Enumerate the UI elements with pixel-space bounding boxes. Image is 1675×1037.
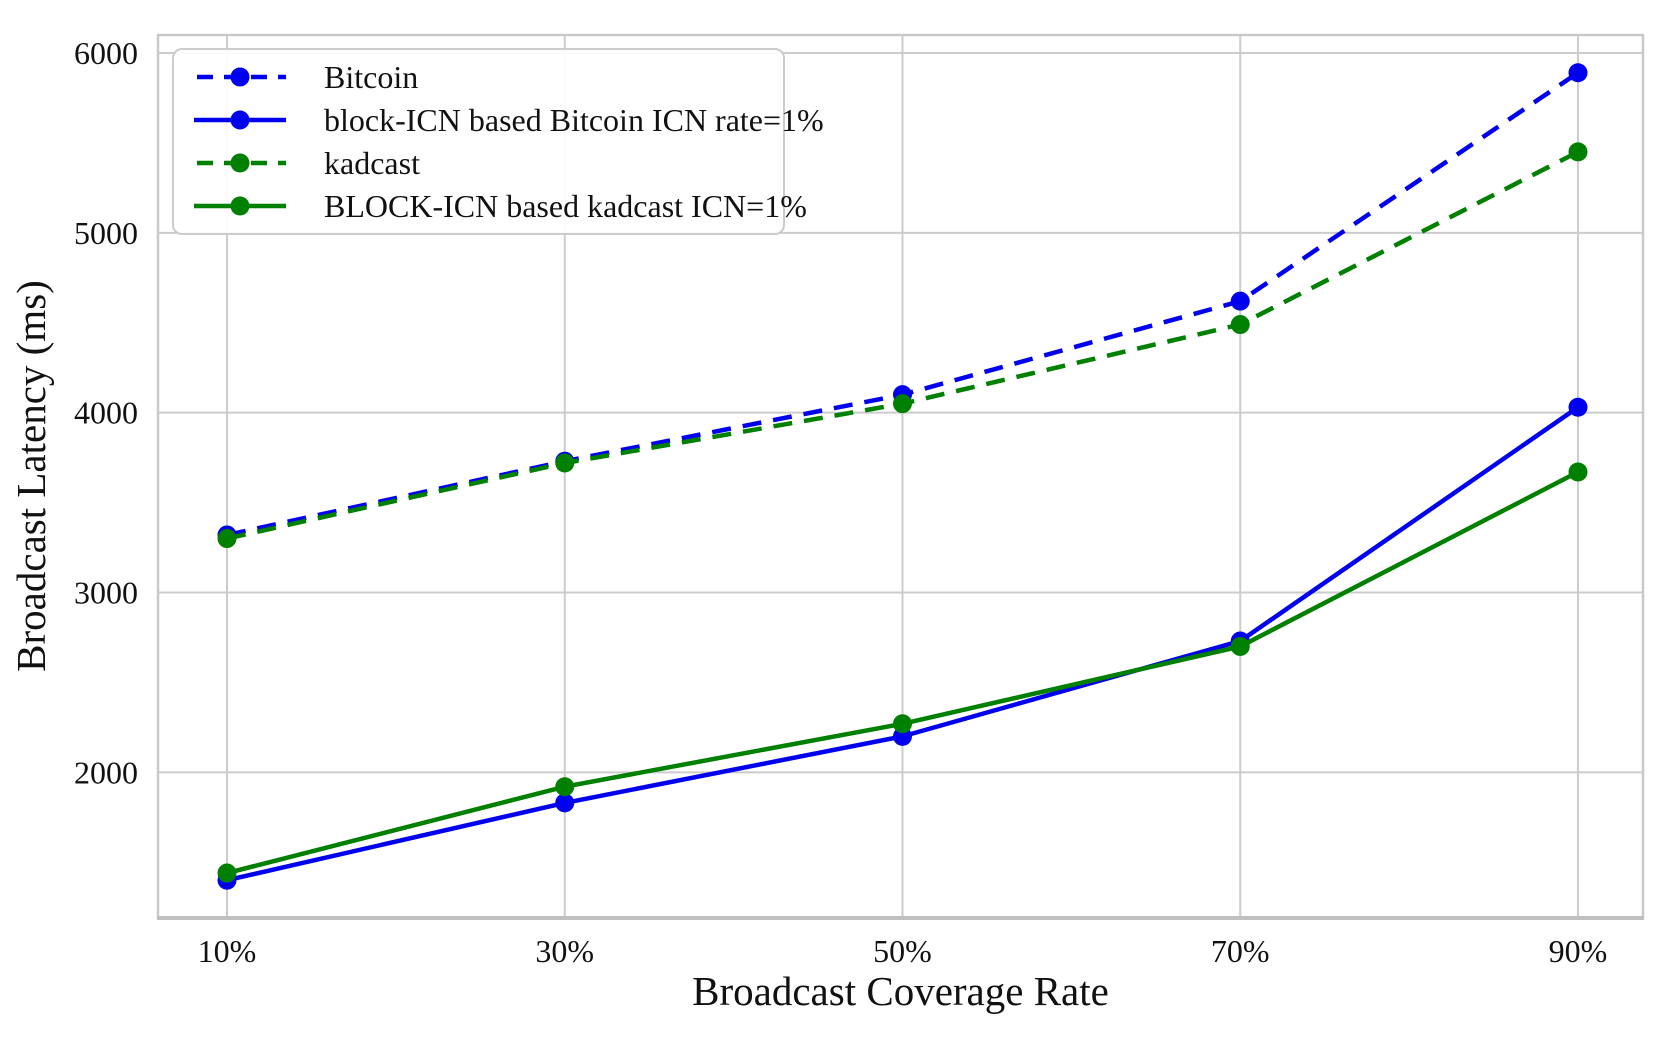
data-point	[217, 863, 237, 883]
x-tick-label: 30%	[535, 933, 594, 969]
dashed-line-marker-icon	[194, 67, 286, 87]
data-point	[893, 714, 912, 734]
data-point	[1568, 397, 1588, 417]
legend-label: block-ICN based Bitcoin ICN rate=1%	[324, 102, 824, 139]
y-axis-label: Broadcast Latency (ms)	[8, 280, 54, 672]
x-tick-label: 90%	[1549, 933, 1608, 969]
data-point	[1230, 291, 1250, 311]
y-tick-label: 3000	[74, 574, 138, 610]
data-point	[893, 394, 912, 414]
x-tick-label: 10%	[198, 933, 257, 969]
legend: Bitcoin block-ICN based Bitcoin ICN rate…	[172, 48, 824, 235]
data-point	[1568, 63, 1588, 83]
legend-label: kadcast	[324, 144, 420, 181]
x-tick-label: 70%	[1211, 933, 1270, 969]
solid-line-marker-icon	[194, 196, 286, 216]
y-tick-label: 2000	[74, 754, 138, 790]
data-point	[1568, 142, 1588, 162]
solid-line-marker-icon	[194, 110, 286, 130]
data-point	[555, 793, 575, 813]
data-point	[1230, 636, 1250, 656]
y-tick-label: 4000	[74, 395, 138, 431]
data-point	[1230, 315, 1250, 335]
legend-item-bitcoin: Bitcoin	[192, 56, 773, 98]
legend-label: BLOCK-ICN based kadcast ICN=1%	[324, 187, 807, 224]
legend-item-block-icn-bitcoin: block-ICN based Bitcoin ICN rate=1%	[192, 99, 824, 141]
y-tick-label: 5000	[74, 215, 138, 251]
x-axis-label: Broadcast Coverage Rate	[692, 968, 1109, 1014]
data-point	[1568, 462, 1588, 482]
data-point	[555, 453, 575, 473]
dashed-line-marker-icon	[194, 153, 286, 173]
x-tick-label: 50%	[873, 933, 932, 969]
y-tick-label: 6000	[74, 35, 138, 71]
legend-item-block-icn-kadcast: BLOCK-ICN based kadcast ICN=1%	[192, 185, 807, 227]
data-point	[217, 529, 237, 549]
data-point	[555, 777, 575, 797]
legend-label: Bitcoin	[324, 59, 419, 96]
legend-item-kadcast: kadcast	[192, 142, 773, 184]
